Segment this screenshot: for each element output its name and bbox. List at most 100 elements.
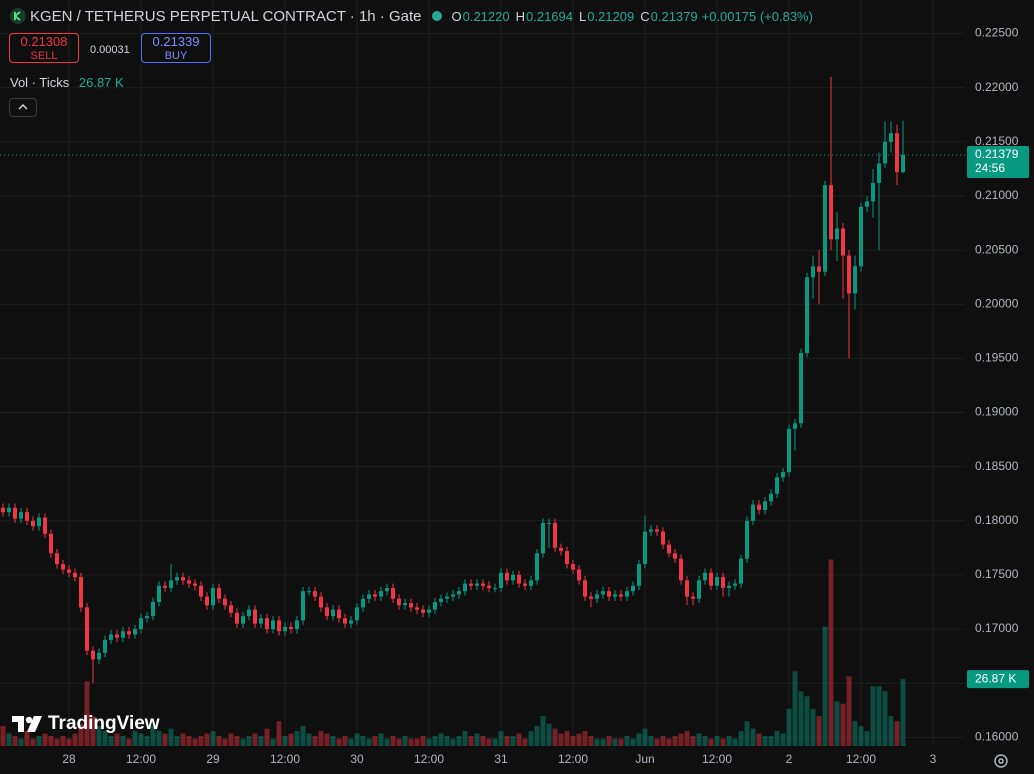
volume-bar	[450, 738, 456, 746]
volume-bar	[84, 681, 90, 746]
candle-body	[685, 580, 690, 597]
candle-body	[85, 607, 90, 651]
candle-body	[169, 580, 174, 588]
candle-body	[133, 629, 138, 635]
candle-body	[367, 594, 372, 599]
candle-body	[31, 520, 36, 527]
volume-bar	[276, 721, 282, 746]
candle-body	[649, 529, 654, 532]
candle-body	[259, 618, 264, 624]
candle-body	[205, 596, 210, 606]
candle-body	[247, 609, 252, 617]
candle-body	[853, 266, 858, 294]
volume-bar	[6, 733, 12, 746]
volume-bar	[24, 731, 30, 746]
volume-bar	[750, 728, 756, 746]
status-dot	[432, 11, 443, 21]
candle-body	[13, 507, 18, 519]
candle-body	[679, 558, 684, 581]
sell-label: SELL	[30, 50, 58, 62]
candle-body	[523, 583, 528, 586]
y-tick-label: 0.19500	[975, 351, 1019, 365]
volume-bar	[438, 733, 444, 746]
indicator-name: Vol · Ticks	[10, 75, 70, 90]
volume-bar	[768, 736, 774, 746]
volume-badge	[967, 670, 1029, 689]
volume-bar	[330, 736, 336, 746]
volume-bar	[816, 716, 822, 746]
volume-bar	[732, 738, 738, 746]
collapse-button[interactable]	[9, 98, 37, 117]
candle-body	[661, 531, 666, 545]
candle-body	[793, 423, 798, 429]
candle-body	[547, 522, 552, 524]
candle-body	[61, 564, 66, 570]
ohlc-key: L	[579, 8, 587, 24]
volume-bar	[174, 736, 180, 746]
candle-body	[505, 572, 510, 581]
volume-bar	[456, 736, 462, 746]
volume-bar	[852, 721, 858, 746]
candle-body	[865, 201, 870, 207]
volume-bar	[756, 733, 762, 746]
candle-body	[301, 591, 306, 621]
volume-bar	[564, 731, 570, 746]
candle-body	[709, 572, 714, 586]
ohlc-value: 0.21379	[650, 8, 698, 24]
candle-body	[175, 577, 180, 581]
candle-body	[115, 634, 120, 638]
sell-button[interactable]: 0.21308 SELL	[9, 33, 79, 63]
candle-body	[163, 585, 168, 588]
volume-bar	[402, 736, 408, 746]
candle-body	[1, 507, 6, 513]
candle-body	[289, 626, 294, 630]
volume-bar	[606, 736, 612, 746]
candle-body	[277, 620, 282, 632]
sell-price: 0.21308	[20, 34, 68, 49]
volume-bar	[726, 736, 732, 746]
indicator-legend: Vol · Ticks 26.87 K	[10, 75, 124, 90]
candle-body	[511, 574, 516, 581]
candle-body	[439, 598, 444, 602]
candle-body	[601, 591, 606, 595]
candle-body	[463, 583, 468, 592]
volume-bar	[396, 738, 402, 746]
candle-body	[37, 517, 42, 527]
volume-bar	[618, 738, 624, 746]
x-tick-label: 29	[206, 752, 220, 766]
candle-body	[427, 609, 432, 613]
volume-bar	[522, 738, 528, 746]
volume-bar	[126, 738, 132, 746]
volume-bar	[588, 736, 594, 746]
volume-bar	[534, 726, 540, 746]
volume-bar	[516, 733, 522, 746]
volume-bar	[834, 701, 840, 746]
volume-bar	[828, 559, 834, 746]
settings-icon[interactable]	[990, 750, 1012, 772]
volume-bar	[714, 736, 720, 746]
volume-bar	[678, 733, 684, 746]
volume-bar	[474, 733, 480, 746]
candle-body	[739, 558, 744, 584]
volume-bar	[384, 738, 390, 746]
indicator-value: 26.87 K	[78, 75, 124, 90]
volume-bar	[636, 733, 642, 746]
buy-button[interactable]: 0.21339 BUY	[141, 33, 211, 63]
candle-body	[493, 587, 498, 589]
candle-body	[769, 493, 774, 502]
candle-body	[787, 428, 792, 473]
x-tick-label: 2	[786, 752, 793, 766]
volume-bar	[54, 738, 60, 746]
candle-body	[817, 266, 822, 272]
volume-bar	[222, 738, 228, 746]
volume-bar	[162, 733, 168, 746]
candle-body	[403, 603, 408, 606]
candle-body	[325, 607, 330, 617]
volume-bar	[72, 733, 78, 746]
candle-body	[751, 504, 756, 521]
candle-body	[499, 572, 504, 588]
candle-body	[859, 206, 864, 267]
volume-bar	[696, 733, 702, 746]
y-tick-label: 0.18000	[975, 513, 1019, 527]
candle-body	[595, 594, 600, 599]
